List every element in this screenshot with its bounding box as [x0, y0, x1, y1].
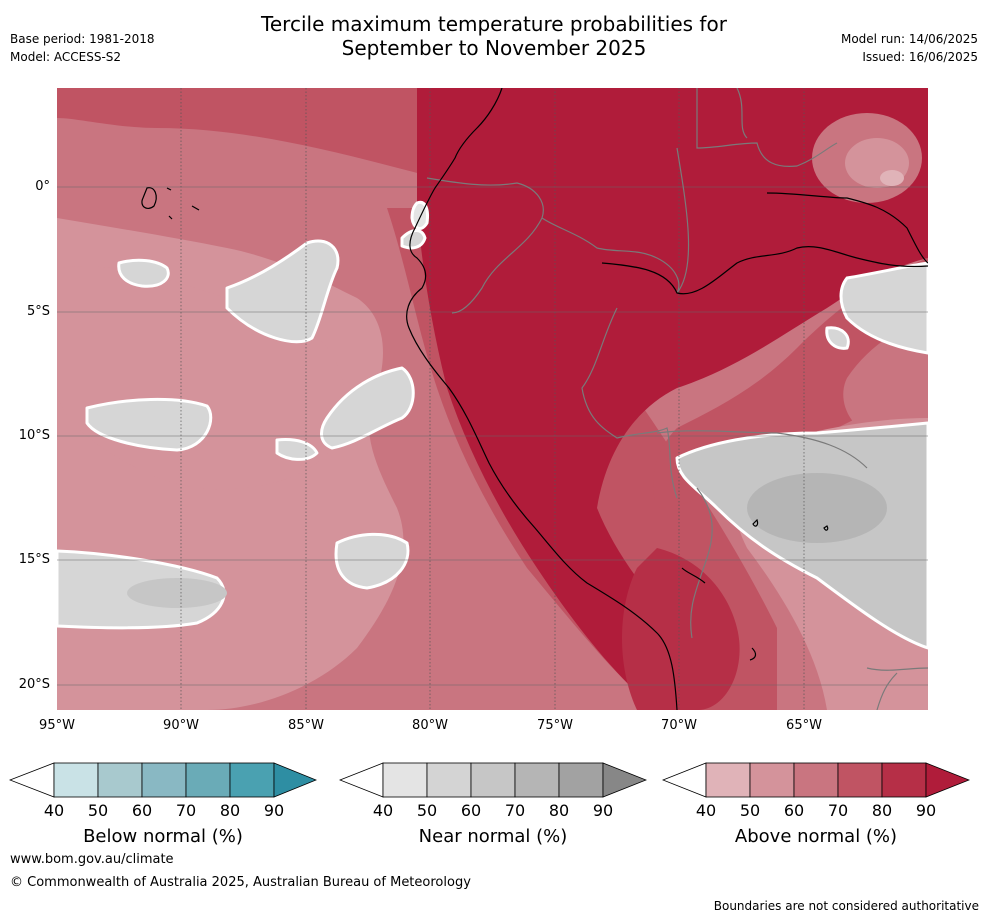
copyright: © Commonwealth of Australia 2025, Austra… [10, 875, 471, 890]
lon-label-65w: 65°W [786, 718, 822, 733]
lat-label-15s: 15°S [18, 552, 50, 567]
below-tick: 70 [175, 801, 197, 820]
below-tick: 90 [263, 801, 285, 820]
lon-label-85w: 85°W [288, 718, 324, 733]
lat-label-20s: 20°S [18, 677, 50, 692]
base-period: Base period: 1981-2018 [10, 32, 155, 46]
lat-label-10s: 10°S [18, 428, 50, 443]
below-tick: 40 [43, 801, 65, 820]
below-tick: 80 [219, 801, 241, 820]
map-canvas [57, 88, 928, 710]
near-swatches [382, 762, 604, 798]
above-tick: 90 [915, 801, 937, 820]
above-tick: 50 [739, 801, 761, 820]
near-tick: 80 [548, 801, 570, 820]
issued-date: Issued: 16/06/2025 [862, 50, 978, 64]
title-line-1: Tercile maximum temperature probabilitie… [261, 12, 727, 36]
near-tick: 70 [504, 801, 526, 820]
near-tick: 90 [592, 801, 614, 820]
above-swatches [705, 762, 927, 798]
above-normal-title: Above normal (%) [734, 826, 898, 847]
lon-label-95w: 95°W [39, 718, 75, 733]
above-tick: 60 [783, 801, 805, 820]
source-url: www.bom.gov.au/climate [10, 852, 174, 867]
model-run: Model run: 14/06/2025 [840, 32, 978, 46]
lat-label-0: 0° [35, 179, 50, 194]
disclaimer: Boundaries are not considered authoritat… [713, 899, 979, 913]
above-normal-colorbar [662, 762, 970, 798]
below-swatches [53, 762, 275, 798]
above-tick: 80 [871, 801, 893, 820]
lon-label-80w: 80°W [412, 718, 448, 733]
probability-map [57, 88, 928, 710]
lat-label-5s: 5°S [26, 304, 50, 319]
near-normal-colorbar [339, 762, 647, 798]
lon-label-75w: 75°W [537, 718, 573, 733]
below-tick: 50 [87, 801, 109, 820]
near-normal-title: Near normal (%) [418, 826, 568, 847]
title-line-2: September to November 2025 [341, 36, 647, 60]
model-name: Model: ACCESS-S2 [10, 50, 122, 64]
near-tick: 60 [460, 801, 482, 820]
above-tick: 70 [827, 801, 849, 820]
near-tick: 50 [416, 801, 438, 820]
below-normal-title: Below normal (%) [83, 826, 243, 847]
lon-label-70w: 70°W [661, 718, 697, 733]
page-title: Tercile maximum temperature probabilitie… [0, 12, 988, 60]
lon-label-90w: 90°W [163, 718, 199, 733]
near-tick: 40 [372, 801, 394, 820]
below-tick: 60 [131, 801, 153, 820]
above-tick: 40 [695, 801, 717, 820]
below-normal-colorbar [9, 762, 317, 798]
